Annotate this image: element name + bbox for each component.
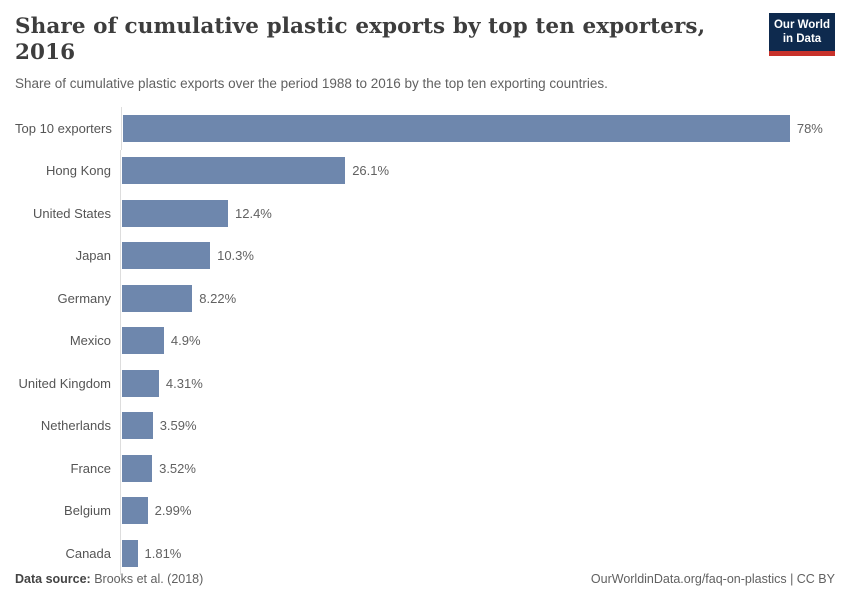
bar[interactable] (122, 327, 164, 355)
chart-row: Belgium 2.99% (15, 489, 835, 533)
credit-link[interactable]: OurWorldinData.org/faq-on-plastics | CC … (590, 572, 835, 586)
chart-titles: Share of cumulative plastic exports by t… (15, 12, 769, 92)
bar[interactable] (122, 539, 138, 567)
category-label: Japan (75, 248, 111, 264)
category-label: United States (32, 205, 111, 221)
chart-row: Canada 1.81% (15, 532, 835, 575)
category-label: Netherlands (40, 418, 111, 434)
data-source-citation: Brooks et al. (2018) (94, 572, 204, 586)
bar-track: 4.31% (120, 362, 835, 405)
page-title: Share of cumulative plastic exports by t… (15, 14, 706, 65)
value-label: 3.59% (159, 418, 197, 434)
bar-track: 8.22% (120, 277, 835, 320)
value-label: 12.4% (235, 205, 272, 221)
bar[interactable] (122, 412, 153, 440)
value-label: 1.81% (144, 545, 182, 561)
bar[interactable] (122, 242, 211, 270)
bar-chart: Top 10 exporters 78% Hong Kong 26.1% United … (15, 107, 835, 575)
value-label: 2.99% (154, 503, 192, 519)
value-label: 10.3% (217, 248, 254, 264)
bar[interactable] (122, 199, 228, 227)
category-label: Belgium (64, 503, 111, 519)
bar-track: 26.1% (120, 149, 835, 193)
value-label: 26.1% (352, 163, 390, 179)
bar[interactable] (122, 497, 148, 525)
chart-row: United States 12.4% (15, 192, 835, 235)
owid-logo[interactable]: Our World in Data (769, 13, 835, 56)
data-source: Data source: Brooks et al. (2018) (15, 572, 203, 586)
bar[interactable] (122, 369, 159, 397)
category-label: Top 10 exporters (15, 120, 112, 136)
value-label: 3.52% (159, 460, 196, 476)
value-label: 4.9% (170, 333, 201, 349)
value-label: 8.22% (199, 290, 237, 306)
chart-row: Netherlands 3.59% (15, 404, 835, 448)
chart-row: Japan 10.3% (15, 234, 835, 278)
bar-track: 2.99% (120, 489, 835, 533)
category-label: Germany (57, 290, 111, 306)
value-label: 4.31% (165, 375, 203, 391)
category-label: United Kingdom (18, 375, 112, 391)
value-label: 78% (796, 120, 823, 136)
bar[interactable] (122, 157, 346, 185)
bar-track: 12.4% (120, 192, 835, 235)
chart-header: Share of cumulative plastic exports by t… (15, 12, 835, 92)
category-label: Canada (65, 545, 111, 561)
owid-logo-line1: Our World (773, 19, 830, 31)
bar-track: 10.3% (120, 234, 835, 278)
chart-row: Germany 8.22% (15, 277, 835, 320)
chart-row: Mexico 4.9% (15, 319, 835, 363)
bar[interactable] (122, 114, 790, 142)
chart-row: France 3.52% (15, 447, 835, 490)
bar-track: 3.52% (120, 447, 835, 490)
bar[interactable] (122, 454, 153, 482)
chart-row: Hong Kong 26.1% (15, 149, 835, 193)
category-label: Mexico (69, 333, 111, 349)
bar-track: 4.9% (120, 319, 835, 363)
chart-footer: Data source: Brooks et al. (2018) OurWor… (15, 572, 835, 586)
chart-row: Top 10 exporters 78% (15, 107, 835, 150)
bar[interactable] (122, 284, 193, 312)
chart-row: United Kingdom 4.31% (15, 362, 835, 405)
category-label: France (70, 460, 111, 476)
category-label: Hong Kong (45, 163, 111, 179)
owid-logo-line2: in Data (782, 33, 822, 46)
bar-track: 1.81% (120, 532, 835, 575)
bar-track: 78% (120, 107, 835, 150)
chart-subtitle: Share of cumulative plastic exports over… (15, 75, 608, 91)
data-source-label: Data source: (15, 572, 91, 586)
bar-track: 3.59% (120, 404, 835, 448)
